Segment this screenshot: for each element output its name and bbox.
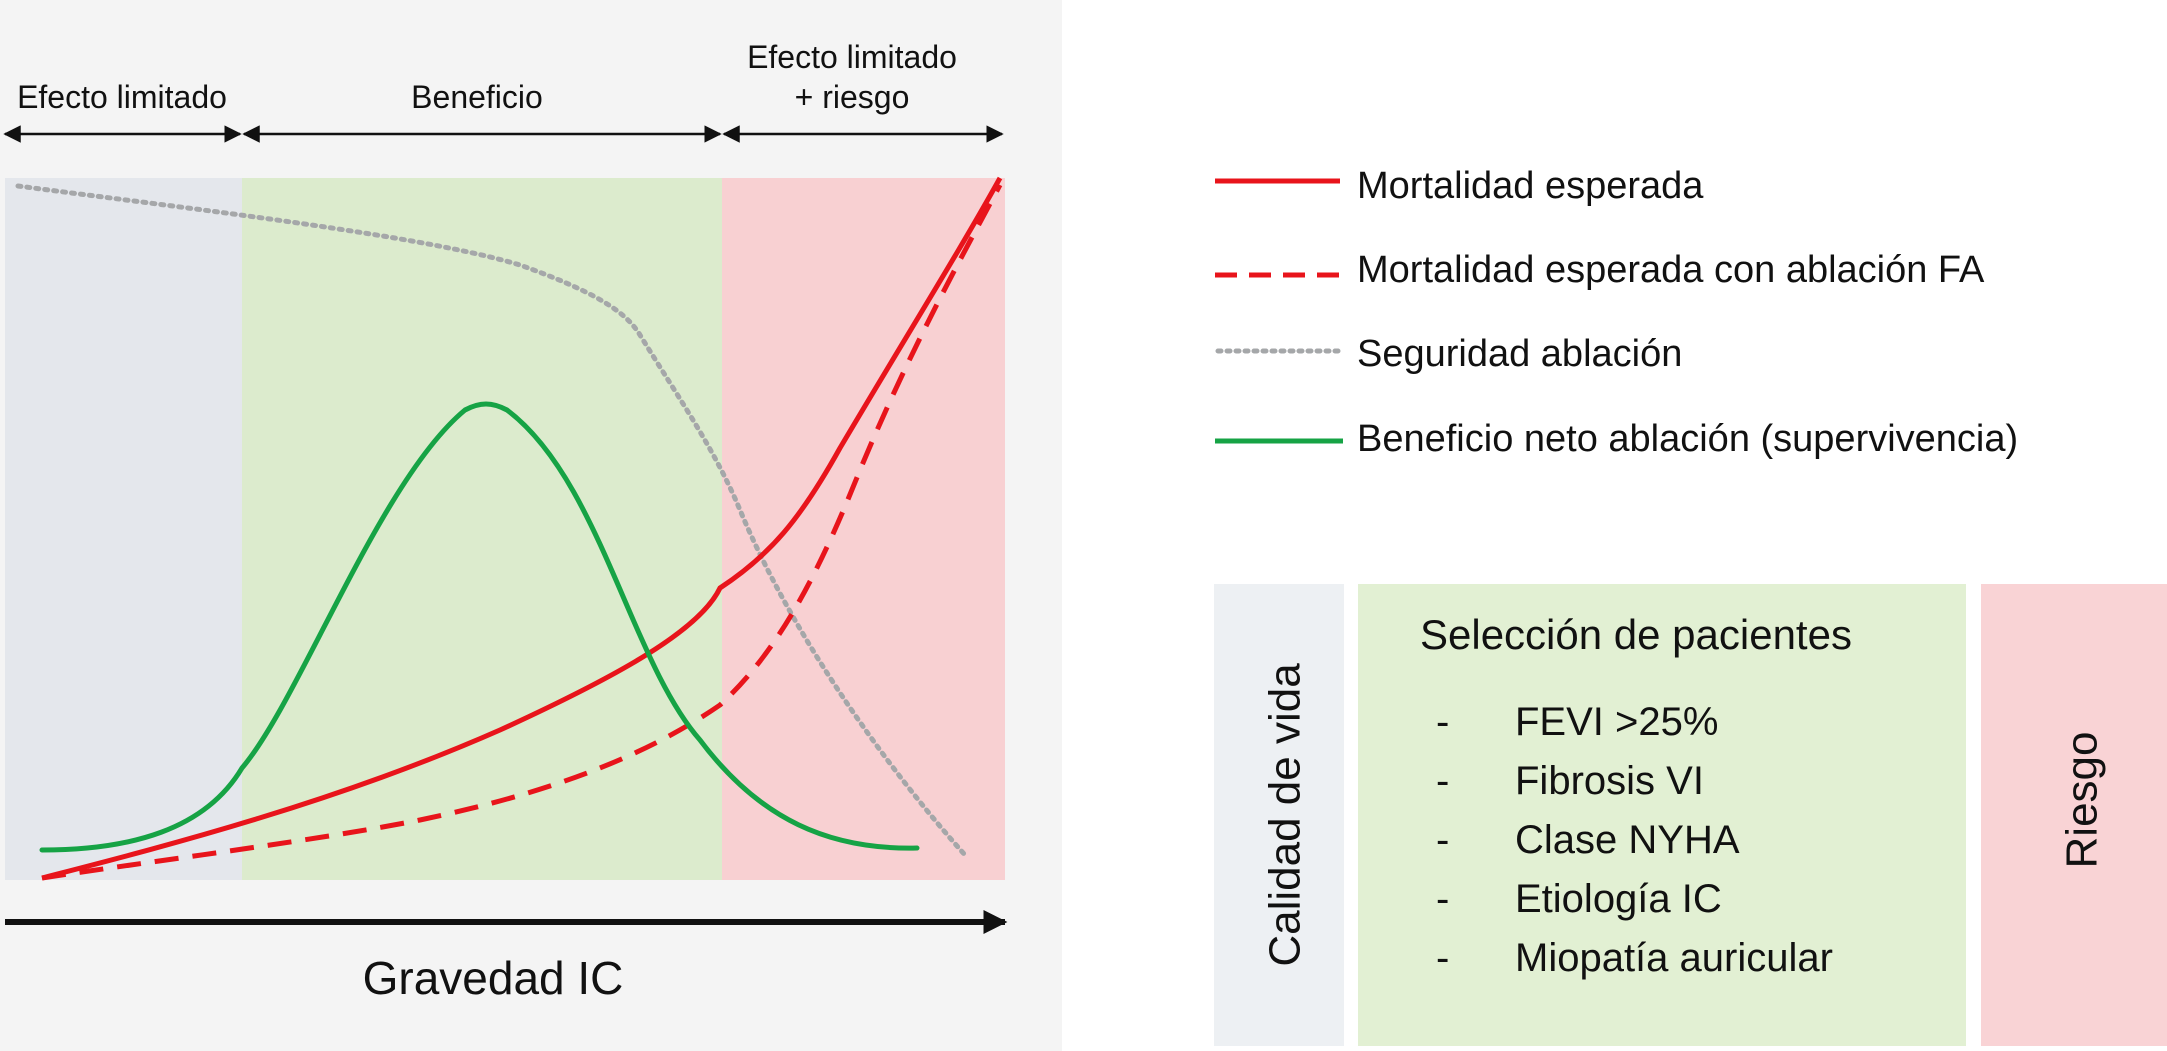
curve-mortalidad-esperada-ablacion-fa — [41, 183, 1003, 881]
legend: Mortalidad esperada Mortalidad esperada … — [1215, 165, 2018, 460]
box-seleccion-bullet: - — [1436, 759, 1449, 803]
legend-label-mortalidad-ablacion: Mortalidad esperada con ablación FA — [1357, 249, 1985, 291]
box-riesgo: Riesgo — [1981, 584, 2167, 1046]
legend-label-seguridad-ablacion: Seguridad ablación — [1357, 333, 1682, 375]
box-seleccion-item: Etiología IC — [1515, 877, 1722, 921]
box-calidad-de-vida-label: Calidad de vida — [1261, 663, 1310, 967]
curve-beneficio-neto-ablacion — [39, 401, 920, 853]
box-seleccion-de-pacientes: Selección de pacientes - FEVI >25% - Fib… — [1358, 584, 1966, 1046]
box-seleccion-bullet: - — [1436, 877, 1449, 921]
box-calidad-de-vida: Calidad de vida — [1214, 584, 1344, 1046]
box-seleccion-item: Fibrosis VI — [1515, 759, 1704, 803]
zone-label-risk-line-2: + riesgo — [795, 79, 910, 115]
x-axis-label: Gravedad IC — [363, 952, 624, 1004]
curve-seguridad-ablacion — [15, 183, 968, 858]
box-seleccion-bullet: - — [1436, 700, 1449, 744]
legend-label-mortalidad-esperada: Mortalidad esperada — [1357, 165, 1704, 207]
zone-label-risk-line-1: Efecto limitado — [747, 39, 957, 75]
zone-label-benefit: Beneficio — [411, 79, 543, 115]
legend-label-beneficio-neto: Beneficio neto ablación (supervivencia) — [1357, 418, 2018, 460]
zone-label-limited: Efecto limitado — [17, 79, 227, 115]
box-seleccion-bullet: - — [1436, 936, 1449, 980]
box-riesgo-label: Riesgo — [2058, 732, 2107, 869]
curve-mortalidad-esperada — [41, 176, 1003, 881]
zone-band-risk — [722, 178, 1005, 880]
box-riesgo-background — [1981, 584, 2167, 1046]
box-seleccion-item: Miopatía auricular — [1515, 936, 1833, 980]
box-seleccion-item: Clase NYHA — [1515, 818, 1740, 862]
box-seleccion-bullet: - — [1436, 818, 1449, 862]
box-seleccion-background — [1358, 584, 1966, 1046]
zone-band-limited — [5, 178, 242, 880]
zone-band-benefit — [242, 178, 722, 880]
box-seleccion-item: FEVI >25% — [1515, 700, 1718, 744]
box-seleccion-title: Selección de pacientes — [1420, 611, 1852, 658]
box-calidad-de-vida-background — [1214, 584, 1344, 1046]
